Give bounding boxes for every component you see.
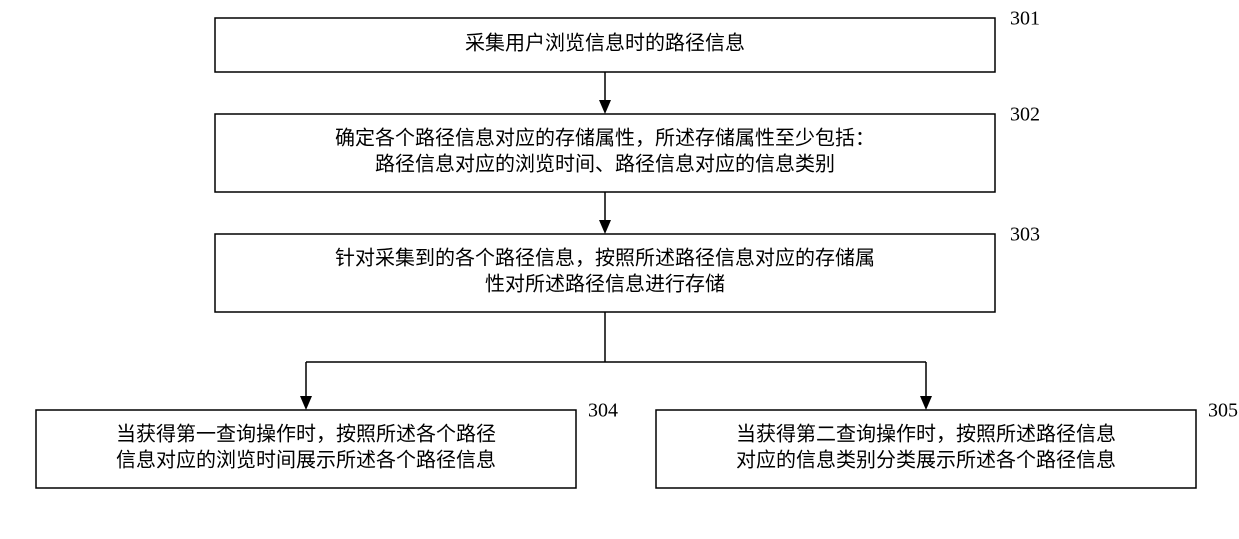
node-number: 303 <box>1010 224 1040 246</box>
node-text: 针对采集到的各个路径信息，按照所述路径信息对应的存储属 <box>335 247 875 270</box>
node-number: 302 <box>1010 104 1040 126</box>
node-text: 采集用户浏览信息时的路径信息 <box>465 32 745 55</box>
node-number: 305 <box>1208 400 1238 422</box>
node-text: 对应的信息类别分类展示所述各个路径信息 <box>736 449 1116 472</box>
node-text: 确定各个路径信息对应的存储属性，所述存储属性至少包括： <box>335 127 875 150</box>
node-text: 性对所述路径信息进行存储 <box>485 273 725 296</box>
node-text: 路径信息对应的浏览时间、路径信息对应的信息类别 <box>375 153 835 176</box>
flow-node-n304: 当获得第一查询操作时，按照所述各个路径信息对应的浏览时间展示所述各个路径信息 30… <box>36 400 618 488</box>
arrowhead <box>920 396 932 410</box>
arrowhead <box>599 220 611 234</box>
node-number: 304 <box>588 400 618 422</box>
arrowhead <box>300 396 312 410</box>
node-text: 当获得第一查询操作时，按照所述各个路径 <box>116 423 496 446</box>
node-text: 当获得第二查询操作时，按照所述路径信息 <box>736 423 1116 446</box>
flow-node-n303: 针对采集到的各个路径信息，按照所述路径信息对应的存储属性对所述路径信息进行存储 3… <box>215 224 1040 312</box>
flow-node-n301: 采集用户浏览信息时的路径信息 301 <box>215 8 1040 72</box>
flow-node-n305: 当获得第二查询操作时，按照所述路径信息对应的信息类别分类展示所述各个路径信息 30… <box>656 400 1238 488</box>
flow-node-n302: 确定各个路径信息对应的存储属性，所述存储属性至少包括： 路径信息对应的浏览时间、路… <box>215 104 1040 192</box>
node-text: 信息对应的浏览时间展示所述各个路径信息 <box>116 449 496 472</box>
arrowhead <box>599 100 611 114</box>
node-number: 301 <box>1010 8 1040 30</box>
